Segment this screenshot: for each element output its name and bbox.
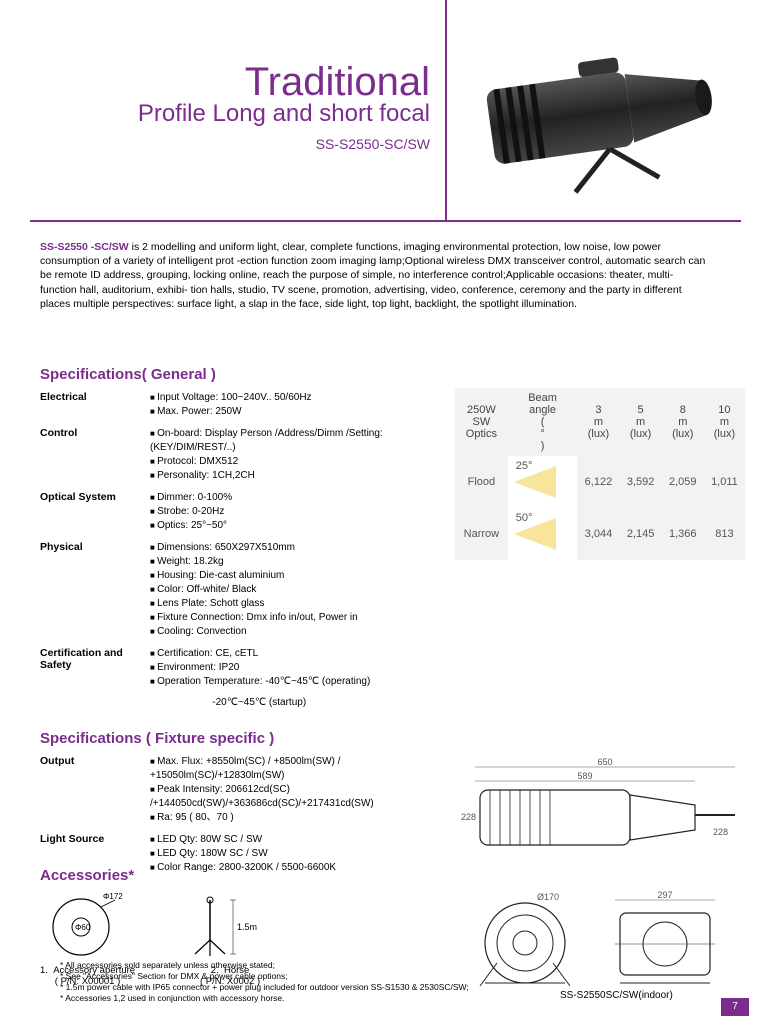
spec-label: Output — [40, 755, 150, 825]
horizontal-divider — [30, 220, 741, 222]
beam-value: 3,592 — [620, 456, 662, 508]
spec-item: Lens Plate: Schott glass — [150, 597, 440, 611]
spec-row: ElectricalInput Voltage: 100~240V.. 50/6… — [40, 391, 440, 419]
spec-item: Housing: Die-cast aluminium — [150, 569, 440, 583]
notes: All accessories sold separately unless o… — [60, 960, 520, 1004]
general-extra-line: -20℃~45℃ (startup) — [40, 697, 440, 708]
spec-item: Protocol: DMX512 — [150, 455, 440, 469]
beam-header-cell: 3m(lux) — [577, 388, 619, 456]
svg-text:589: 589 — [577, 771, 592, 781]
title-main: Traditional — [30, 60, 430, 105]
note-item: See "Accessories" Section for DMX & powe… — [60, 971, 520, 982]
spec-item: Dimmer: 0-100% — [150, 491, 440, 505]
spec-label: Optical System — [40, 491, 150, 533]
spec-row: PhysicalDimensions: 650X297X510mmWeight:… — [40, 541, 440, 639]
product-photo — [460, 20, 740, 210]
spec-item: LED Qty: 80W SC / SW — [150, 833, 460, 847]
beam-angle-cell: 25° — [508, 456, 578, 508]
spec-item: Optics: 25°~50° — [150, 519, 440, 533]
intro-body: is 2 modelling and uniform light, clear,… — [40, 241, 705, 310]
beam-value: 813 — [704, 508, 745, 560]
intro-lead: SS-S2550 -SC/SW — [40, 241, 129, 253]
spec-row: OutputMax. Flux: +8550lm(SC) / +8500lm(S… — [40, 755, 460, 825]
svg-text:228: 228 — [461, 812, 476, 822]
spec-item: Dimensions: 650X297X510mm — [150, 541, 440, 555]
beam-value: 1,366 — [662, 508, 704, 560]
svg-text:650: 650 — [597, 757, 612, 767]
beam-header-cell: 5m(lux) — [620, 388, 662, 456]
beam-header-cell: 250WSWOptics — [455, 388, 508, 456]
title-sub: Profile Long and short focal — [30, 100, 430, 128]
beam-mode: Narrow — [455, 508, 508, 560]
beam-value: 1,011 — [704, 456, 745, 508]
spec-item: Max. Flux: +8550lm(SC) / +8500lm(SW) / +… — [150, 755, 460, 783]
beam-value: 2,059 — [662, 456, 704, 508]
spec-item: On-board: Display Person /Address/Dimm /… — [150, 427, 440, 455]
svg-text:Ø170: Ø170 — [537, 892, 559, 902]
spec-item: Weight: 18.2kg — [150, 555, 440, 569]
beam-angle-cell: 50° — [508, 508, 578, 560]
spec-item: Peak Intensity: 206612cd(SC) /+144050cd(… — [150, 783, 460, 811]
acc1-num: 1. — [40, 965, 48, 976]
dim-outer: Φ172 — [103, 892, 123, 901]
spec-item: Operation Temperature: -40℃~45℃ (operati… — [150, 675, 440, 689]
beam-table: 250WSWOpticsBeamangle(°)3m(lux)5m(lux)8m… — [455, 388, 745, 560]
spec-item: Fixture Connection: Dmx info in/out, Pow… — [150, 611, 440, 625]
model-caption: SS-S2550SC/SW(indoor) — [560, 990, 673, 1001]
section-title-fixture: Specifications ( Fixture specific ) — [40, 730, 460, 747]
title-block: Traditional Profile Long and short focal… — [30, 60, 430, 152]
section-title-general: Specifications( General ) — [40, 366, 440, 383]
spec-item: Cooling: Convection — [150, 625, 440, 639]
spec-label: Certification and Safety — [40, 647, 150, 689]
specs-general: Specifications( General ) ElectricalInpu… — [40, 354, 440, 708]
beam-mode: Flood — [455, 456, 508, 508]
spec-item: Environment: IP20 — [150, 661, 440, 675]
spec-label: Electrical — [40, 391, 150, 419]
technical-diagrams: 650 589 228 228 Ø170 297 — [455, 755, 745, 1001]
beam-header-cell: 10m(lux) — [704, 388, 745, 456]
spec-row: Certification and SafetyCertification: C… — [40, 647, 440, 689]
horse-height: 1.5m — [237, 922, 257, 932]
spec-item: Max. Power: 250W — [150, 405, 440, 419]
dim-inner: Φ60 — [75, 923, 91, 932]
spec-item: Ra: 95 ( 80、70 ) — [150, 811, 460, 825]
intro-paragraph: SS-S2550 -SC/SW is 2 modelling and unifo… — [40, 240, 710, 311]
note-item: 1.5m power cable with IP65 connector + p… — [60, 982, 520, 993]
section-title-accessories: Accessories* — [40, 867, 460, 884]
beam-header-cell: 8m(lux) — [662, 388, 704, 456]
beam-header-cell: Beamangle(°) — [508, 388, 578, 456]
spec-item: Input Voltage: 100~240V.. 50/60Hz — [150, 391, 440, 405]
svg-text:228: 228 — [713, 827, 728, 837]
spec-label: Physical — [40, 541, 150, 639]
spec-item: Strobe: 0-20Hz — [150, 505, 440, 519]
spec-row: Optical SystemDimmer: 0-100%Strobe: 0-20… — [40, 491, 440, 533]
page-number: 7 — [721, 998, 749, 1016]
spec-row: ControlOn-board: Display Person /Address… — [40, 427, 440, 483]
beam-value: 3,044 — [577, 508, 619, 560]
spec-item: Color: Off-white/ Black — [150, 583, 440, 597]
svg-text:297: 297 — [657, 890, 672, 900]
spec-label: Control — [40, 427, 150, 483]
spec-item: Certification: CE, cETL — [150, 647, 440, 661]
beam-value: 2,145 — [620, 508, 662, 560]
note-item: Accessories 1,2 used in conjunction with… — [60, 993, 520, 1004]
beam-value: 6,122 — [577, 456, 619, 508]
spec-item: Personality: 1CH,2CH — [150, 469, 440, 483]
note-item: All accessories sold separately unless o… — [60, 960, 520, 971]
title-model: SS-S2550-SC/SW — [30, 136, 430, 152]
vertical-divider — [445, 0, 447, 220]
